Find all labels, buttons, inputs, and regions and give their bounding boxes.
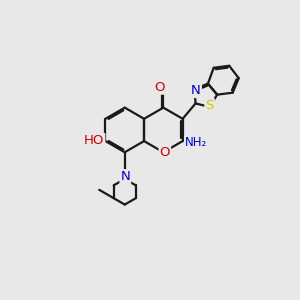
Text: NH₂: NH₂ xyxy=(185,136,207,149)
Text: O: O xyxy=(160,146,170,159)
Text: S: S xyxy=(206,99,214,112)
Text: O: O xyxy=(154,81,165,94)
Text: N: N xyxy=(191,84,201,97)
Text: N: N xyxy=(121,170,130,183)
Text: HO: HO xyxy=(84,134,104,147)
